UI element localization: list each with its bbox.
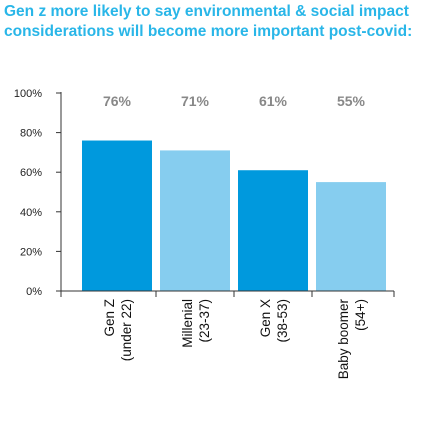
y-tick-label: 20% xyxy=(20,246,42,258)
y-tick-label: 100% xyxy=(14,88,42,100)
chart-title: Gen z more likely to say environmental &… xyxy=(4,3,413,40)
x-tick-label: Baby boomer (54+) xyxy=(336,298,368,379)
x-tick-label: Gen X (38-53) xyxy=(258,299,290,343)
x-tick-label-line: (23-37) xyxy=(197,299,212,343)
x-tick-label: Gen Z (under 22) xyxy=(102,299,134,361)
x-tick-label-line: Gen Z xyxy=(102,299,117,337)
y-tick-label: 80% xyxy=(20,128,42,140)
y-tick-label: 0% xyxy=(26,286,42,298)
bar xyxy=(238,170,308,291)
x-tick-label-line: Millenial xyxy=(180,299,195,348)
y-tick-label: 60% xyxy=(20,167,42,179)
x-tick-label-line: (38-53) xyxy=(275,299,290,343)
x-tick-label-line: Gen X xyxy=(258,299,273,337)
x-tick-label-line: Baby boomer xyxy=(336,298,351,379)
x-tick-label: Millenial (23-37) xyxy=(180,299,212,348)
y-tick-label: 40% xyxy=(20,207,42,219)
x-tick-label-line: (under 22) xyxy=(119,299,134,361)
data-label: 71% xyxy=(181,93,210,109)
data-label: 55% xyxy=(337,93,366,109)
x-tick-label-line: (54+) xyxy=(353,299,368,331)
data-label: 76% xyxy=(103,93,132,109)
bar xyxy=(316,182,386,291)
data-label: 61% xyxy=(259,93,288,109)
bar xyxy=(160,150,230,291)
bar xyxy=(82,140,152,291)
